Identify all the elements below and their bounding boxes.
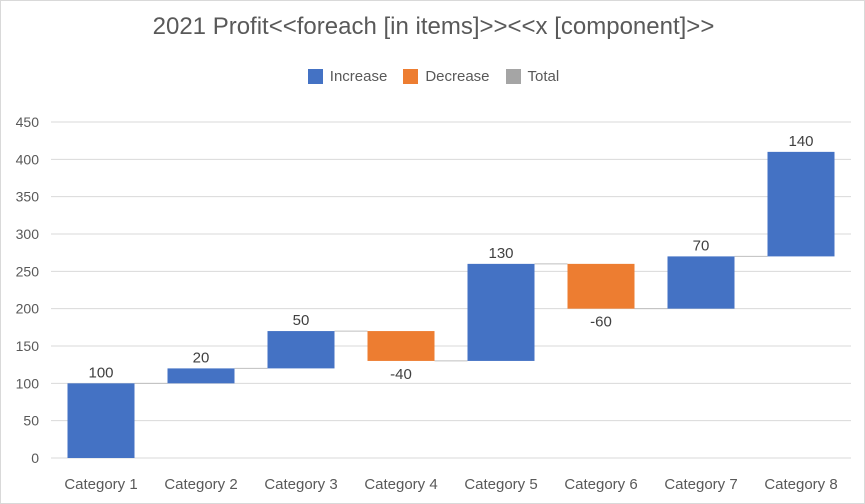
x-tick-label: Category 5 (464, 476, 537, 493)
legend-label-total: Total (527, 68, 560, 85)
legend-swatch-decrease (403, 69, 419, 84)
bar (567, 263, 635, 309)
legend-label-decrease: Decrease (425, 68, 490, 85)
bar (167, 368, 235, 384)
legend-swatch-increase (307, 69, 323, 84)
data-label: 100 (88, 364, 113, 381)
y-tick-label: 400 (16, 151, 40, 167)
data-label: 70 (693, 237, 710, 254)
y-tick-label: 50 (23, 413, 39, 429)
bar (467, 263, 535, 361)
legend-item-total: Total (505, 68, 560, 85)
x-tick-label: Category 3 (264, 476, 337, 493)
y-tick-label: 100 (16, 375, 40, 391)
legend-swatch-total (505, 69, 521, 84)
legend-label-increase: Increase (329, 68, 388, 85)
legend-item-decrease: Decrease (403, 68, 490, 85)
legend: Increase Decrease Total (1, 68, 865, 85)
legend-item-increase: Increase (307, 68, 388, 85)
y-tick-label: 350 (16, 189, 40, 205)
data-label: 20 (193, 349, 210, 366)
data-label: 140 (788, 133, 813, 150)
y-tick-label: 300 (16, 226, 40, 242)
data-label: -60 (590, 314, 612, 331)
bar (267, 331, 335, 369)
bar (667, 256, 735, 309)
chart-title: 2021 Profit<<foreach [in items]>><<x [co… (152, 13, 715, 40)
data-label: 130 (488, 245, 513, 262)
x-tick-label: Category 2 (164, 476, 237, 493)
bar (367, 331, 435, 361)
data-label: -40 (390, 366, 412, 383)
x-tick-label: Category 7 (664, 476, 737, 493)
bar (67, 383, 135, 458)
y-tick-label: 450 (16, 114, 40, 130)
y-tick-label: 150 (16, 338, 40, 354)
x-tick-label: Category 4 (364, 476, 437, 493)
y-tick-label: 250 (16, 263, 40, 279)
x-tick-label: Category 6 (564, 476, 637, 493)
x-tick-label: Category 8 (764, 476, 837, 493)
data-label: 50 (293, 312, 310, 329)
y-tick-label: 200 (16, 301, 40, 317)
y-tick-label: 0 (31, 450, 39, 466)
bar (767, 151, 835, 257)
x-tick-label: Category 1 (64, 476, 137, 493)
